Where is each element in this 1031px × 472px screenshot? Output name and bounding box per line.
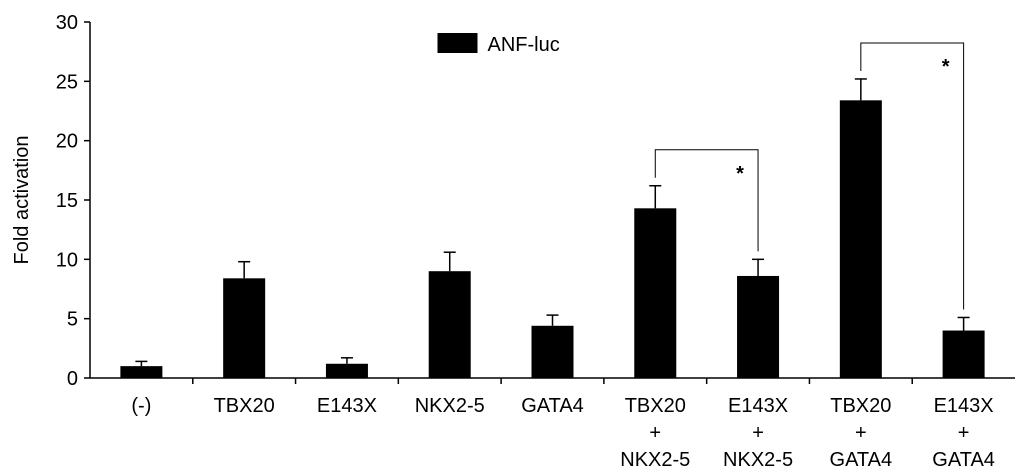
x-tick-label: TBX20 + GATA4 [830, 395, 893, 471]
error-bar [649, 185, 662, 209]
x-tick-label: E143X + GATA4 [932, 395, 995, 471]
y-tick-label: 5 [67, 309, 78, 331]
y-tick-label: 0 [67, 368, 78, 390]
error-bar [854, 78, 867, 101]
significance-bracket [654, 149, 759, 252]
y-axis-label: Fold activation [11, 136, 33, 265]
x-tick-label: TBX20 [214, 395, 275, 417]
y-tick-label: 30 [56, 12, 78, 34]
x-tick-label: (-) [131, 395, 151, 417]
legend-label: ANF-luc [488, 34, 560, 56]
x-tick-label: E143X + NKX2-5 [723, 395, 793, 471]
bar [428, 271, 471, 378]
legend-swatch [437, 33, 478, 53]
bar [942, 330, 985, 378]
significance-bracket [860, 42, 965, 310]
y-tick-label: 10 [56, 249, 78, 271]
x-tick-label: NKX2-5 [415, 395, 485, 417]
x-tick-label: E143X [317, 395, 377, 417]
error-bar [340, 357, 353, 364]
error-bar [443, 251, 456, 272]
y-tick-label: 15 [56, 190, 78, 212]
y-tick-label: 25 [56, 71, 78, 93]
error-bar [752, 258, 765, 276]
bar [120, 366, 163, 378]
y-tick-label: 20 [56, 131, 78, 153]
error-bar [135, 360, 148, 367]
significance-label: * [942, 56, 950, 78]
significance-label: * [736, 163, 744, 185]
x-tick-label: TBX20 + NKX2-5 [620, 395, 690, 471]
x-tick-label: GATA4 [521, 395, 584, 417]
error-bar [957, 316, 970, 331]
bar [634, 208, 677, 378]
bar [325, 363, 368, 378]
bar [737, 275, 780, 378]
bar [223, 278, 266, 378]
bar [531, 325, 574, 378]
bar [839, 100, 882, 378]
error-bar [546, 314, 559, 326]
error-bar [238, 260, 251, 279]
